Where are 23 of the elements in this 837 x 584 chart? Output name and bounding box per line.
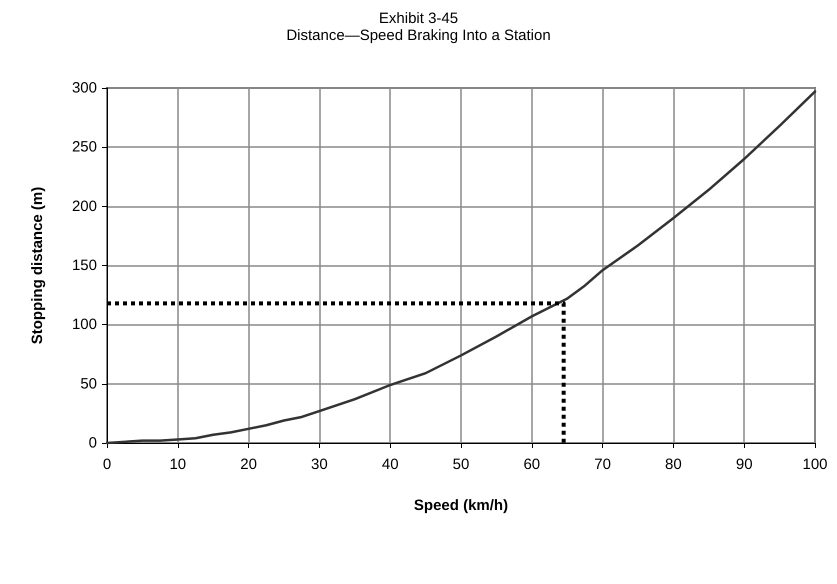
y-tick-label: 200 bbox=[72, 198, 97, 215]
y-tick-label: 300 bbox=[72, 80, 97, 96]
x-axis-title: Speed (km/h) bbox=[414, 497, 508, 514]
x-tick-label: 100 bbox=[802, 456, 828, 473]
y-axis-title: Stopping distance (m) bbox=[29, 186, 46, 344]
chart-title: Exhibit 3-45 bbox=[378, 10, 458, 27]
x-tick-label: 80 bbox=[665, 456, 682, 473]
y-tick-label: 0 bbox=[88, 434, 97, 452]
y-tick-label: 250 bbox=[72, 138, 97, 156]
x-tick-label: 10 bbox=[169, 456, 186, 473]
y-tick-label: 50 bbox=[80, 375, 97, 392]
x-tick-label: 0 bbox=[102, 456, 112, 473]
chart-subtitle: Distance—Speed Braking Into a Station bbox=[286, 27, 551, 44]
x-tick-label: 50 bbox=[452, 456, 470, 473]
x-tick-label: 30 bbox=[311, 456, 328, 473]
x-tick-label: 60 bbox=[523, 456, 540, 473]
x-tick-label: 20 bbox=[240, 456, 257, 473]
x-tick-label: 90 bbox=[736, 456, 753, 473]
y-tick-label: 150 bbox=[72, 257, 97, 274]
x-tick-label: 70 bbox=[594, 456, 611, 473]
y-tick-label: 100 bbox=[72, 316, 97, 334]
line-series bbox=[106, 90, 816, 444]
x-tick-label: 40 bbox=[382, 456, 399, 473]
